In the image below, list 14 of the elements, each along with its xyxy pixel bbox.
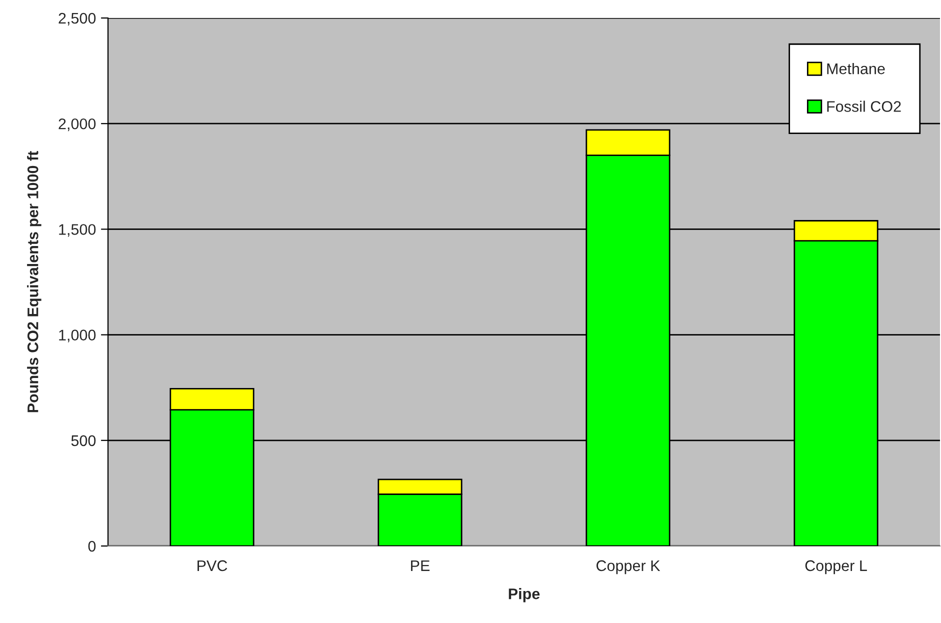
y-tick-label: 2,500 <box>58 12 96 26</box>
y-tick-label: 1,500 <box>59 224 96 237</box>
legend-label: Methane <box>827 62 885 74</box>
x-axis-title: Pipe <box>508 588 540 602</box>
x-tick-label: Copper L <box>805 560 867 574</box>
legend-label: Fossil CO2 <box>827 100 901 112</box>
y-axis-title: Pounds CO2 Equivalents per 1000 ft <box>27 151 42 412</box>
x-tick-label: Copper K <box>596 560 660 574</box>
y-tick-label: 0 <box>88 540 96 552</box>
y-tick-label: 2,000 <box>58 118 96 132</box>
y-tick-label: 1,000 <box>59 330 96 342</box>
x-tick-label: PVC <box>198 560 228 572</box>
y-tick-label: 500 <box>71 435 96 446</box>
x-tick-label: PE <box>411 560 430 571</box>
